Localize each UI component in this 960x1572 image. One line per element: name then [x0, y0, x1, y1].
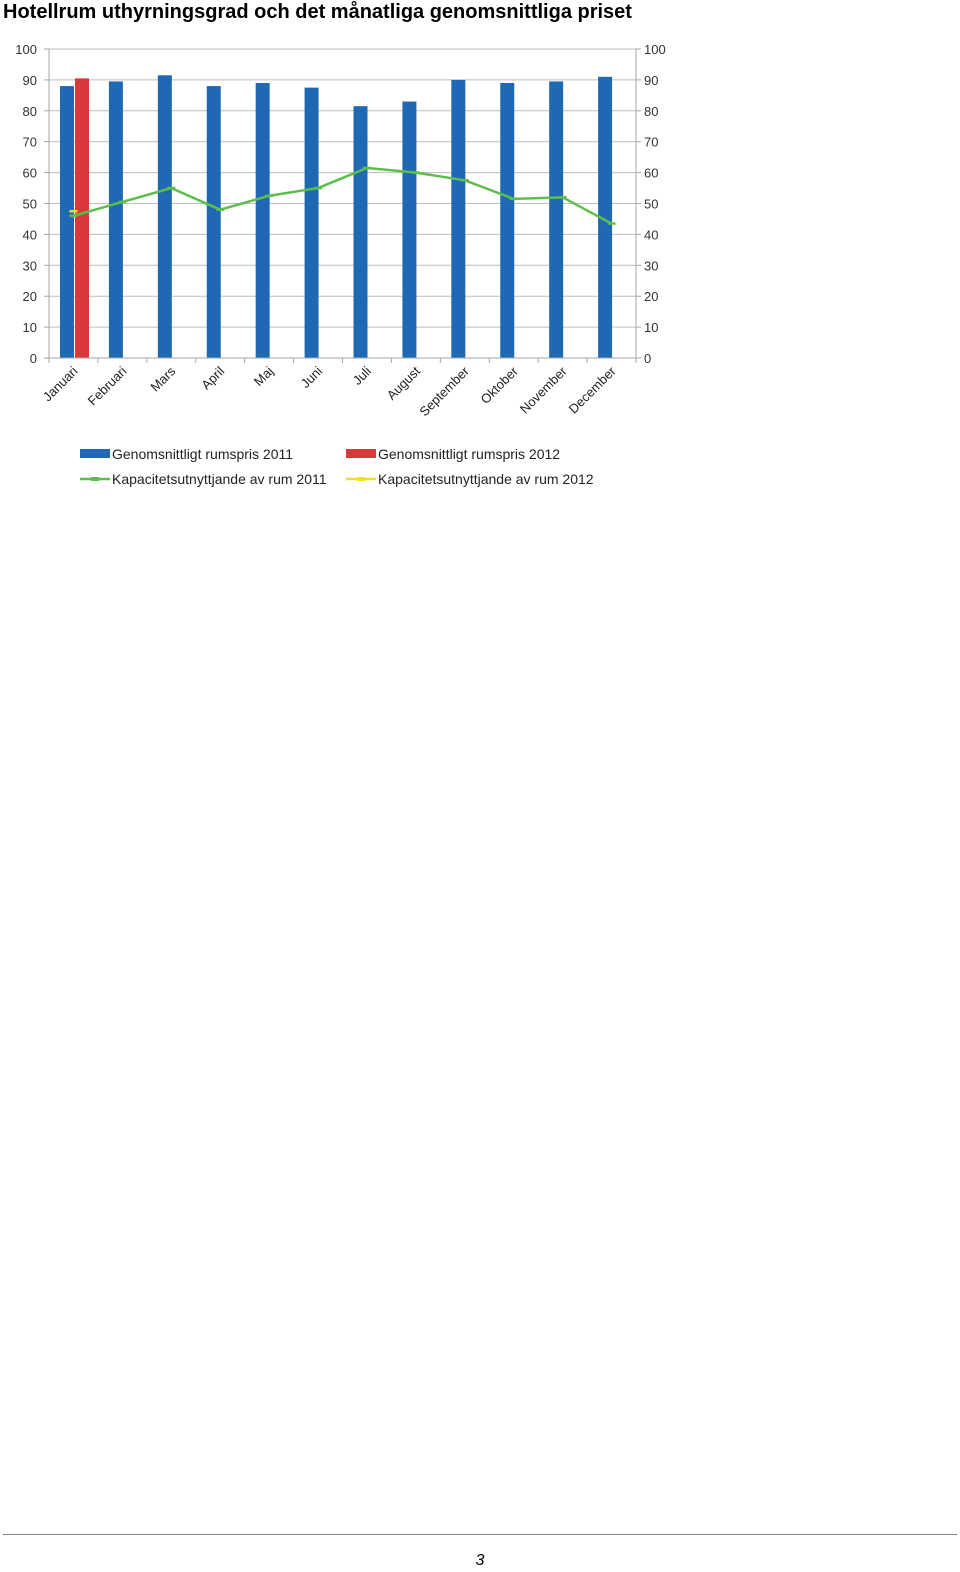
bar: [60, 86, 74, 358]
legend: Genomsnittligt rumspris 2011 Genomsnittli…: [80, 446, 594, 487]
bar: [598, 76, 613, 358]
legend-swatch: [346, 449, 376, 458]
legend-label: Genomsnittligt rumspris 2011: [112, 446, 293, 462]
y-tick-label: 30: [23, 258, 37, 273]
x-tick-label: April: [198, 363, 227, 392]
y2-tick-label: 20: [644, 289, 658, 304]
y2-tick-label: 100: [644, 42, 666, 57]
y-tick-label: 90: [23, 73, 37, 88]
page-number: 3: [475, 1552, 485, 1569]
bar: [304, 87, 319, 358]
bar: [255, 82, 270, 359]
bar: [451, 79, 466, 359]
y2-tick-label: 10: [644, 320, 658, 335]
x-tick-label: Juni: [298, 363, 326, 391]
grid-layer: [49, 48, 636, 359]
footer-rule: [3, 1534, 957, 1535]
series-line: [73, 166, 613, 225]
y-tick-label: 20: [23, 289, 37, 304]
x-tick-label: August: [384, 363, 423, 402]
bar: [353, 106, 368, 358]
bar: [108, 81, 123, 358]
y-tick-label: 80: [23, 104, 37, 119]
y-tick-label: 0: [30, 351, 37, 366]
bar: [549, 81, 564, 358]
x-tick-label: Mars: [147, 363, 178, 394]
bar: [157, 75, 172, 358]
y2-tick-label: 0: [644, 351, 651, 366]
x-tick-label: September: [416, 363, 472, 419]
bar: [75, 78, 89, 358]
x-tick-label: Juli: [350, 363, 374, 387]
y-tick-label: 40: [23, 227, 37, 242]
y-tick-label: 10: [23, 320, 37, 335]
combo-chart: 0 0 10 10 20 20 30 30 40 40 50 50 60 60 70 70 80 80 90 90 10…: [15, 42, 666, 487]
legend-swatch: [80, 449, 110, 458]
y-tick-label: 70: [23, 135, 37, 150]
line-layer: [69, 166, 616, 225]
y2-tick-label: 70: [644, 135, 658, 150]
legend-label: Kapacitetsutnyttjande av rum 2011: [112, 471, 327, 487]
legend-label: Kapacitetsutnyttjande av rum 2012: [378, 471, 594, 487]
y2-tick-label: 60: [644, 166, 658, 181]
y2-tick-label: 50: [644, 197, 658, 212]
bar: [402, 101, 417, 358]
legend-label: Genomsnittligt rumspris 2012: [378, 446, 560, 462]
axis-layer: [44, 48, 641, 363]
x-tick-label: Maj: [251, 363, 276, 388]
x-tick-label: Januari: [40, 363, 81, 404]
y-tick-label: 100: [15, 42, 37, 57]
bar: [206, 86, 221, 358]
y2-tick-label: 90: [644, 73, 658, 88]
y-tick-label: 50: [23, 197, 37, 212]
page-title: Hotellrum uthyrningsgrad och det månatli…: [3, 1, 632, 23]
bar: [500, 82, 515, 359]
x-tick-label: November: [517, 363, 570, 416]
y2-tick-label: 80: [644, 104, 658, 119]
y2-tick-label: 40: [644, 227, 658, 242]
bar-layer: [60, 75, 613, 359]
x-tick-label: Oktober: [478, 363, 522, 407]
x-tick-label: Februari: [85, 363, 130, 408]
y-tick-label: 60: [23, 166, 37, 181]
y2-tick-label: 30: [644, 258, 658, 273]
x-tick-label: December: [566, 363, 619, 416]
